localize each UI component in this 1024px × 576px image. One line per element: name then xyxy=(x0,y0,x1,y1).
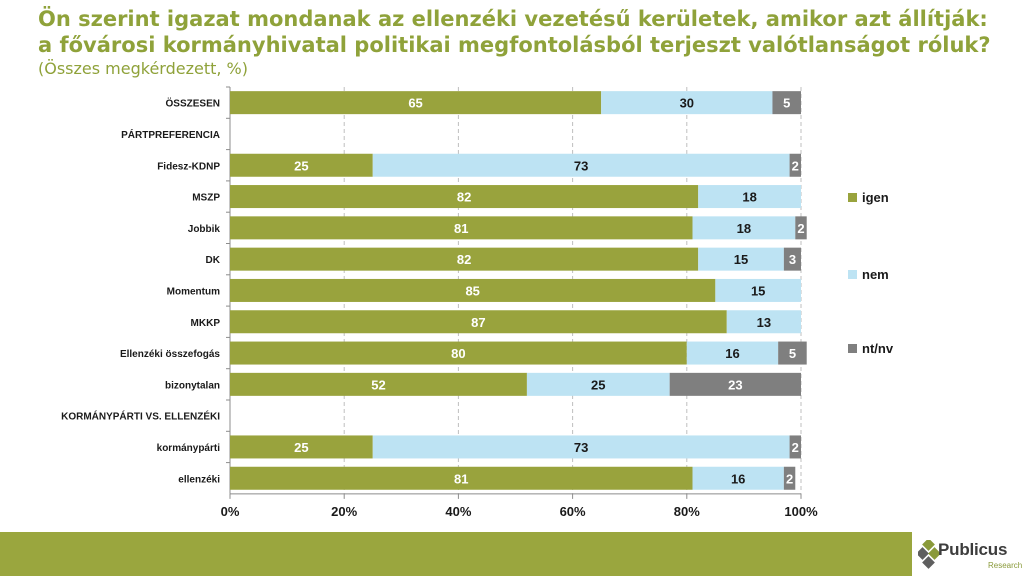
chart-title: Ön szerint igazat mondanak az ellenzéki … xyxy=(38,7,991,57)
data-label: 15 xyxy=(751,283,765,298)
bar-nem-ellenz-ki xyxy=(692,466,784,490)
data-label: 5 xyxy=(783,96,790,111)
bar-nem-ellenz-ki-sszefog-s xyxy=(686,341,779,365)
bar-nem-mkkp xyxy=(726,310,801,334)
bar-nem-sszesen xyxy=(601,91,773,115)
bar-nt-nv-bizonytalan xyxy=(669,372,801,396)
data-label: 23 xyxy=(728,377,742,392)
category-label: ellenzéki xyxy=(178,474,220,485)
data-label: 30 xyxy=(680,96,694,111)
legend-swatch-igen xyxy=(848,193,857,202)
data-label: 25 xyxy=(294,158,308,173)
data-label: 81 xyxy=(454,471,468,486)
data-label: 15 xyxy=(734,252,748,267)
data-label: 25 xyxy=(294,440,308,455)
publicus-logo: Publicus Research xyxy=(918,538,1024,574)
data-label: 65 xyxy=(408,96,422,111)
bar-igen-ellenz-ki xyxy=(230,466,693,490)
legend-label: igen xyxy=(862,190,889,205)
data-label: 5 xyxy=(789,346,796,361)
bar-igen-ellenz-ki-sszefog-s xyxy=(230,341,687,365)
bar-igen-dk xyxy=(230,247,699,271)
category-label: MSZP xyxy=(192,193,220,204)
data-label: 3 xyxy=(789,252,796,267)
data-label: 73 xyxy=(574,158,588,173)
bar-igen-jobbik xyxy=(230,216,693,240)
category-label: DK xyxy=(206,255,221,266)
data-label: 82 xyxy=(457,190,471,205)
bar-igen-bizonytalan xyxy=(230,372,527,396)
category-label: Jobbik xyxy=(188,224,221,235)
bar-nem-jobbik xyxy=(692,216,796,240)
category-label: PÁRTPREFERENCIA xyxy=(121,128,220,141)
bar-igen-fidesz-kdnp xyxy=(230,153,373,177)
category-label: Ellenzéki összefogás xyxy=(120,349,220,360)
x-tick-label: 100% xyxy=(784,504,818,519)
x-tick-label: 0% xyxy=(221,504,240,519)
data-label: 80 xyxy=(451,346,465,361)
bar-nem-korm-nyp-rti xyxy=(372,435,790,459)
x-tick-label: 60% xyxy=(560,504,586,519)
bar-igen-mkkp xyxy=(230,310,727,334)
legend-label: nem xyxy=(862,267,889,282)
bar-igen-sszesen xyxy=(230,91,602,115)
data-label: 52 xyxy=(371,377,385,392)
bar-nt-nv-korm-nyp-rti xyxy=(789,435,801,459)
legend-swatch-nt-nv xyxy=(848,344,857,353)
stacked-bar-chart: 0% 20% 40% 60% 80% 100% ÖSSZESEN 65 30 5 PÁRTPREFE… xyxy=(61,86,894,519)
data-label: 16 xyxy=(731,471,745,486)
category-label: bizonytalan xyxy=(165,380,220,391)
bar-igen-mszp xyxy=(230,185,699,209)
bar-igen-korm-nyp-rti xyxy=(230,435,373,459)
category-label: KORMÁNYPÁRTI VS. ELLENZÉKI xyxy=(61,410,220,423)
data-label: 16 xyxy=(725,346,739,361)
bar-nt-nv-ellenz-ki xyxy=(783,466,796,490)
bar-nem-dk xyxy=(698,247,784,271)
category-label: MKKP xyxy=(191,318,221,329)
bar-nt-nv-fidesz-kdnp xyxy=(789,153,801,177)
legend-label: nt/nv xyxy=(862,341,894,356)
bar-nt-nv-dk xyxy=(783,247,801,271)
data-label: 87 xyxy=(471,315,485,330)
bar-nem-mszp xyxy=(698,185,801,209)
data-label: 82 xyxy=(457,252,471,267)
bar-nt-nv-ellenz-ki-sszefog-s xyxy=(778,341,807,365)
legend-swatch-nem xyxy=(848,270,857,279)
data-label: 13 xyxy=(757,315,771,330)
x-tick-label: 80% xyxy=(674,504,700,519)
data-label: 2 xyxy=(786,471,793,486)
data-label: 18 xyxy=(742,190,756,205)
data-label: 18 xyxy=(737,221,751,236)
category-label: ÖSSZESEN xyxy=(166,97,220,110)
data-label: 81 xyxy=(454,221,468,236)
category-label: Momentum xyxy=(167,286,220,297)
bar-igen-momentum xyxy=(230,278,716,302)
bar-nem-bizonytalan xyxy=(526,372,670,396)
data-label: 85 xyxy=(465,283,479,298)
bar-nt-nv-jobbik xyxy=(795,216,807,240)
logo-name: Publicus xyxy=(938,540,1008,559)
data-label: 2 xyxy=(792,440,799,455)
bar-nt-nv-sszesen xyxy=(772,91,801,115)
data-label: 2 xyxy=(792,158,799,173)
x-tick-label: 20% xyxy=(331,504,357,519)
logo-sub: Research xyxy=(988,561,1023,570)
data-label: 2 xyxy=(797,221,804,236)
diamond-logo-icon xyxy=(918,540,940,569)
category-label: kormánypárti xyxy=(157,443,221,454)
chart-subtitle: (Összes megkérdezett, %) xyxy=(38,59,248,78)
x-tick-label: 40% xyxy=(445,504,471,519)
data-label: 25 xyxy=(591,377,605,392)
footer-bar xyxy=(0,532,912,576)
data-label: 73 xyxy=(574,440,588,455)
bar-nem-momentum xyxy=(715,278,801,302)
category-label: Fidesz-KDNP xyxy=(157,161,220,172)
bar-nem-fidesz-kdnp xyxy=(372,153,790,177)
